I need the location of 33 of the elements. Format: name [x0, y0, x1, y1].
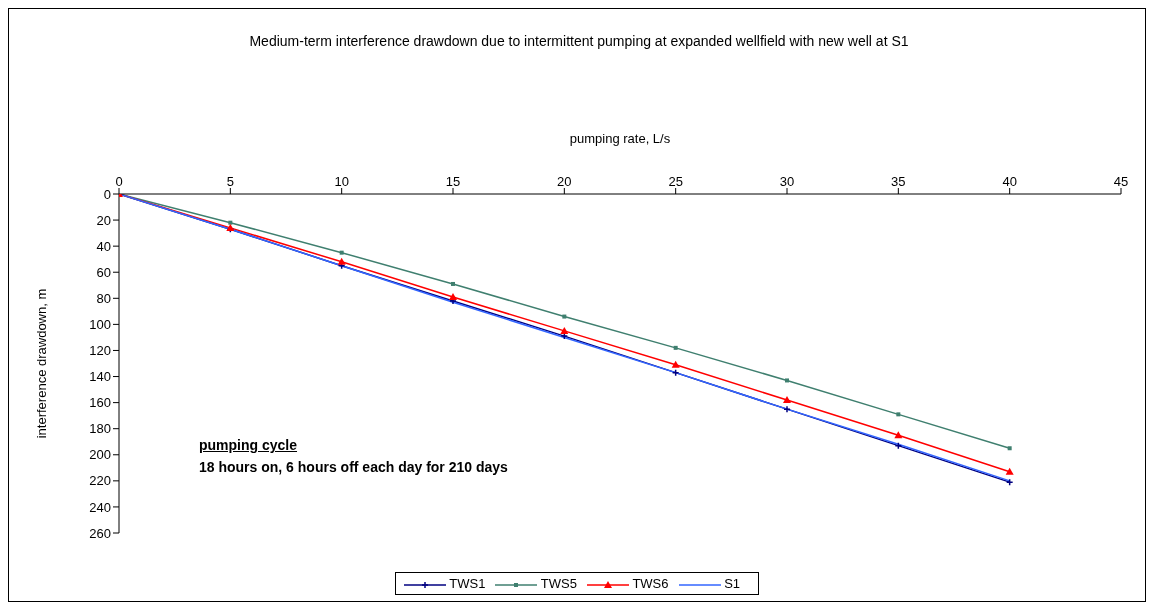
x-tick-label: 30: [779, 174, 795, 189]
x-tick-label: 20: [557, 174, 572, 189]
y-tick-label: 100: [89, 317, 111, 332]
y-tick-label: 140: [89, 369, 111, 385]
legend-label: TWS5: [539, 576, 577, 591]
y-tick-label: 0: [103, 186, 111, 202]
y-axis-title: interference drawdown, m: [33, 288, 49, 439]
y-tick-label: 80: [96, 290, 111, 306]
legend-label: TWS6: [631, 576, 669, 591]
x-tick-label: 0: [115, 174, 123, 189]
x-tick-label: 5: [226, 174, 234, 189]
x-tick-label: 45: [1113, 174, 1129, 189]
x-tick-label: 25: [668, 174, 683, 189]
legend-label: TWS1: [448, 576, 486, 591]
y-tick-label: 240: [89, 499, 111, 515]
y-tick-label: 20: [96, 212, 111, 228]
y-tick-label: 220: [89, 473, 111, 489]
x-tick-label: 15: [445, 174, 461, 189]
y-tick-label: 160: [89, 395, 111, 411]
x-tick-label: 35: [891, 174, 906, 189]
legend-label: S1: [723, 576, 741, 591]
annotation: pumping cycle: [199, 436, 299, 455]
chart-title: Medium-term interference drawdown due to intermittent pumping at expanded wellfield with new well at S1: [248, 32, 910, 51]
annotation: 18 hours on, 6 hours off each day for 210 days: [199, 458, 508, 477]
y-tick-label: 60: [96, 264, 111, 280]
x-tick-label: 10: [334, 174, 349, 189]
y-tick-label: 40: [96, 238, 111, 254]
x-tick-label: 40: [1002, 174, 1017, 189]
x-axis-title: pumping rate, L/s: [569, 131, 671, 147]
y-tick-label: 260: [89, 525, 111, 541]
y-tick-label: 180: [89, 421, 111, 437]
y-tick-label: 120: [89, 343, 111, 359]
y-tick-label: 200: [89, 447, 111, 463]
